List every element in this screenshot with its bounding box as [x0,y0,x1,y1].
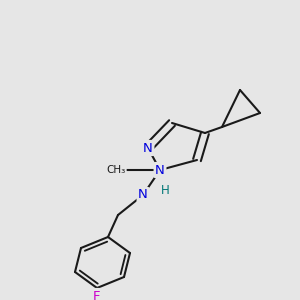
Text: H: H [160,184,169,197]
Text: N: N [155,164,165,176]
Text: F: F [93,290,101,300]
Text: N: N [143,142,153,154]
Text: CH₃: CH₃ [106,165,126,175]
Text: N: N [138,188,148,202]
